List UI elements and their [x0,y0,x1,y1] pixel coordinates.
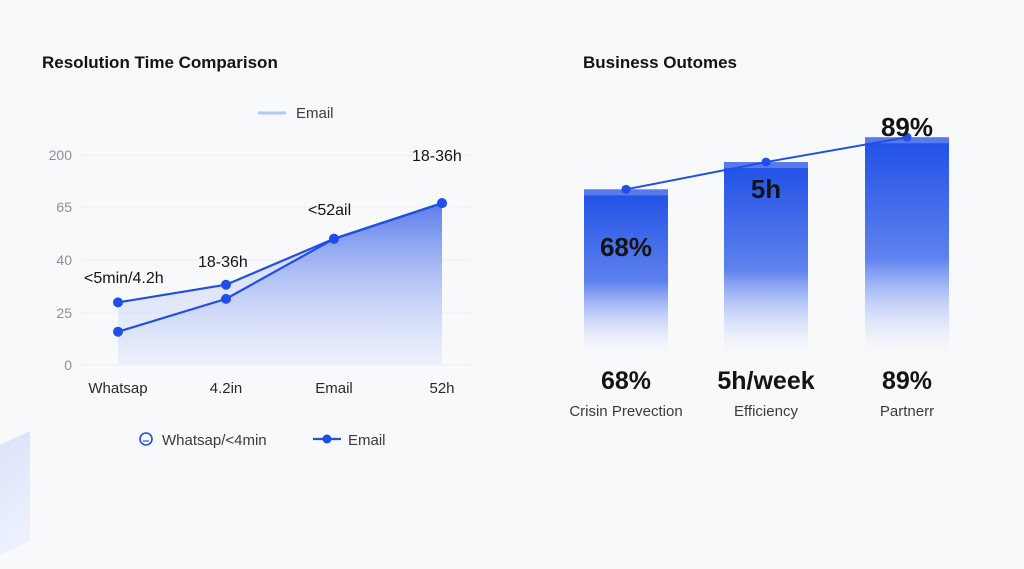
area-fill [118,203,442,365]
y-tick-label: 40 [56,252,72,268]
y-tick-label: 200 [49,147,73,163]
bar-category-label: Partnerr [880,403,934,420]
point-label: 18-36h [198,254,248,271]
bar-bottom-value: 89% [882,367,932,395]
right-trend-layer [621,132,912,194]
bar-category-label: Crisin Prevection [569,403,682,420]
data-point [437,198,447,209]
right-chart-title: Business Outomes [583,53,737,72]
y-tick-label: 25 [56,305,72,321]
legend-label: Email [348,432,386,449]
legend-label: Whatsap/<4min [162,432,267,449]
y-tick-label: 0 [64,357,72,373]
bar-bottom-value: 68% [601,367,651,395]
series-line [117,202,443,333]
trend-point [761,157,771,167]
x-tick-label: Whatsap [88,380,147,397]
bar-category-label: Efficiency [734,403,798,420]
x-tick-label: 52h [429,380,454,397]
y-tick-label: 65 [56,199,72,215]
right-bars-layer [584,137,949,358]
charts-canvas: 0 25 40 65 200 Whatsap 4.2in Email 52h <5min/4.2h… [49,105,949,449]
data-point [113,326,123,337]
x-tick-label: Email [315,380,353,397]
legend-marker-hollow [139,432,153,446]
left-area-layer [118,203,442,365]
trend-point [902,132,912,142]
point-label: <52ail [308,202,351,219]
data-point [113,297,123,308]
bar [584,189,668,358]
bar-bottom-value: 5h/week [717,367,814,395]
right-labels-layer: 68% 5h 89% 68% 5h/week 89% Crisin Prevection Ef… [569,112,934,420]
data-point [221,279,231,290]
bar-top-label: 5h [751,174,781,204]
bar [865,137,949,358]
point-label: 18-36h [412,148,462,165]
legend-top: Email [258,105,334,122]
point-label: <5min/4.2h [84,270,164,287]
data-point [329,233,339,244]
bar [724,162,808,358]
data-point [221,293,231,304]
legend-marker-dot [322,434,332,444]
left-chart-title: Resolution Time Comparison [42,53,278,72]
x-tick-label: 4.2in [210,380,243,397]
bar-top-label: 68% [600,232,652,262]
bar-top-label: 89% [881,112,933,142]
left-labels-layer: 0 25 40 65 200 Whatsap 4.2in Email 52h <5min/4.2h… [49,147,462,397]
legend-bottom: Whatsap/<4min Email [139,432,386,449]
trend-point [621,184,631,194]
left-lines-layer [113,198,447,337]
legend-label: Email [296,105,334,122]
area-band [118,203,442,332]
